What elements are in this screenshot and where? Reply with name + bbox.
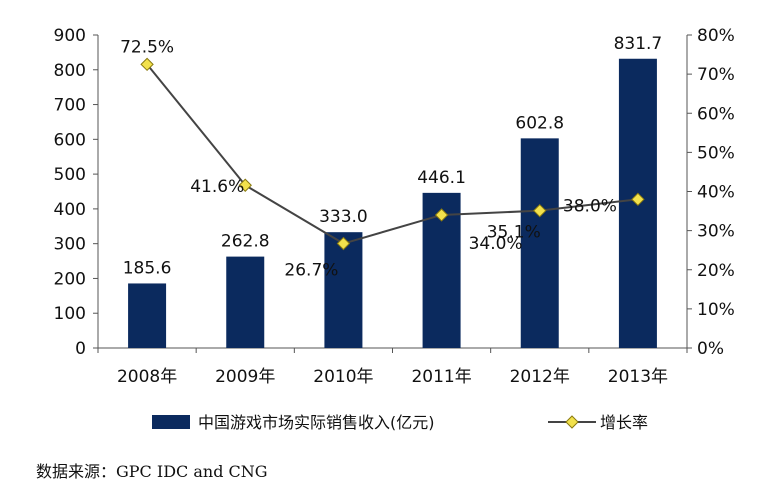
bar (128, 283, 167, 348)
right-tick-label: 80% (697, 26, 735, 46)
legend-line-marker (565, 415, 579, 429)
x-tick-label: 2010年 (313, 367, 373, 387)
left-tick-label: 500 (54, 165, 86, 185)
bar-value-label: 446.1 (417, 168, 466, 188)
bar-value-label: 262.8 (221, 232, 270, 252)
growth-rate-marker (238, 178, 252, 192)
source-note: 数据来源：GPC IDC and CNG (36, 462, 268, 481)
left-tick-label: 400 (54, 200, 86, 220)
bar (324, 232, 363, 348)
left-tick-label: 900 (54, 26, 86, 46)
right-tick-label: 50% (697, 143, 735, 163)
legend-bar-swatch (152, 415, 190, 429)
left-tick-label: 0 (75, 339, 86, 359)
growth-rate-label: 34.0% (469, 234, 523, 254)
chart: 0 100 200 300 400 500 600 700 800 900 0% 10% 20% 30% 4… (54, 26, 735, 432)
growth-rate-line (146, 63, 639, 245)
growth-rate-marker (140, 57, 154, 72)
growth-rate-label: 72.5% (120, 37, 174, 57)
x-tick-label: 2012年 (510, 367, 570, 387)
growth-rate-marker (533, 203, 547, 218)
legend-bar-label: 中国游戏市场实际销售收入(亿元) (198, 413, 435, 432)
left-tick-label: 600 (54, 130, 86, 150)
right-tick-label: 20% (697, 261, 735, 281)
growth-rate-label: 26.7% (284, 261, 338, 281)
bar-value-label: 185.6 (123, 258, 172, 278)
growth-rate-marker (336, 236, 351, 251)
bar-value-label: 831.7 (614, 34, 663, 54)
bar-value-label: 602.8 (515, 113, 564, 133)
left-tick-label: 300 (54, 235, 86, 255)
right-tick-label: 60% (697, 104, 735, 124)
x-tick-label: 2013年 (608, 367, 668, 387)
right-tick-label: 70% (697, 65, 735, 85)
growth-rate-label: 41.6% (190, 177, 244, 197)
growth-rate-label: 38.0% (563, 196, 617, 216)
bar-value-label: 333.0 (319, 207, 368, 227)
right-tick-label: 0% (697, 339, 724, 359)
x-tick-label: 2011年 (411, 367, 471, 387)
left-tick-label: 100 (54, 304, 86, 324)
right-tick-label: 10% (697, 300, 735, 320)
x-tick-label: 2008年 (117, 367, 177, 387)
left-tick-label: 200 (54, 269, 86, 289)
right-tick-label: 40% (697, 183, 735, 203)
bar (226, 256, 265, 348)
growth-rate-marker (434, 208, 449, 222)
legend-line-label: 增长率 (600, 413, 648, 432)
left-tick-label: 700 (54, 96, 86, 116)
x-tick-label: 2009年 (215, 367, 275, 387)
growth-rate-label: 35.1% (487, 223, 541, 243)
bar (520, 138, 559, 348)
growth-rate-marker (631, 192, 645, 207)
left-tick-label: 800 (54, 61, 86, 81)
right-tick-label: 30% (697, 222, 735, 242)
